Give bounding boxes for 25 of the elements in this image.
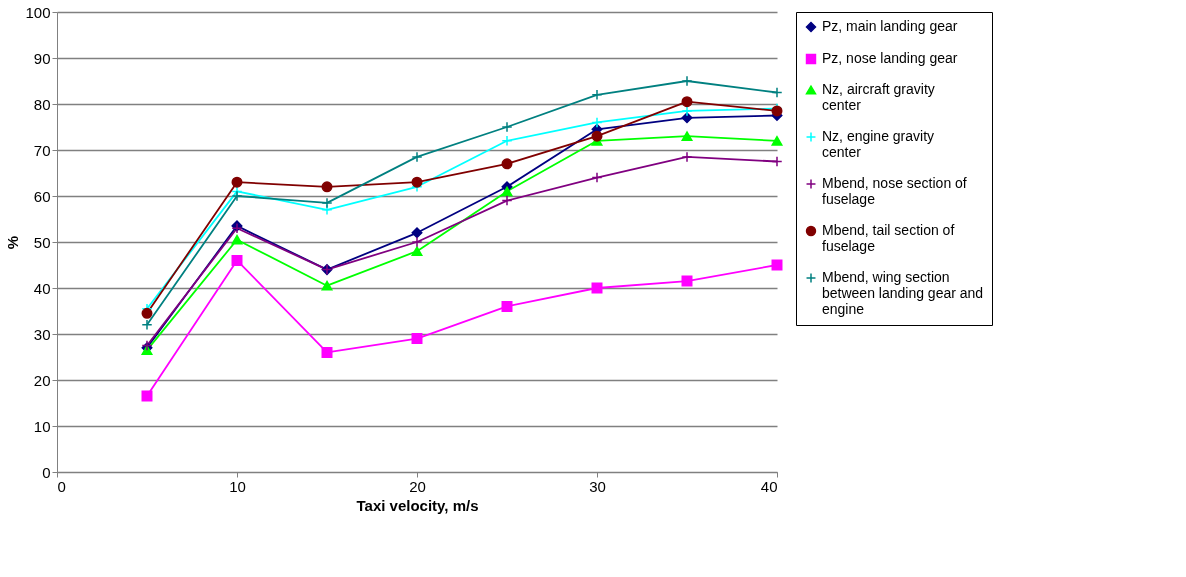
x-tick-label: 10 [229, 477, 246, 495]
legend-label: Pz, main landing gear [822, 18, 958, 34]
legend-label: Nz, aircraft gravity center [822, 81, 935, 113]
legend-label: Mbend, wing section between landing gear and engine [822, 269, 984, 317]
y-tick-label: 10 [33, 417, 51, 435]
y-tick-label: 70 [33, 141, 51, 159]
x-tick-label: 20 [409, 477, 426, 495]
legend-label: Nz, engine gravity center [822, 128, 935, 160]
y-tick-label: 40 [33, 279, 51, 297]
y-tick-label: 20 [33, 371, 51, 389]
legend-label: Pz, nose landing gear [822, 50, 958, 66]
y-tick-label: 0 [42, 463, 51, 481]
y-tick-label: 80 [33, 95, 51, 113]
x-tick-label: 40 [760, 477, 778, 495]
y-tick-label: 30 [33, 325, 51, 343]
y-tick-label: 60 [33, 187, 51, 205]
y-tick-label: 100 [25, 3, 51, 21]
y-axis-title: % [4, 235, 22, 250]
legend-label: Mbend, nose section of fuselage [822, 175, 967, 207]
x-axis-title: Taxi velocity, m/s [356, 496, 479, 514]
y-tick-label: 90 [33, 49, 51, 67]
y-tick-label: 50 [33, 233, 51, 251]
x-tick-label: 30 [589, 477, 606, 495]
legend-label: Mbend, tail section of fuselage [822, 222, 955, 254]
x-tick-label: 0 [57, 477, 66, 495]
